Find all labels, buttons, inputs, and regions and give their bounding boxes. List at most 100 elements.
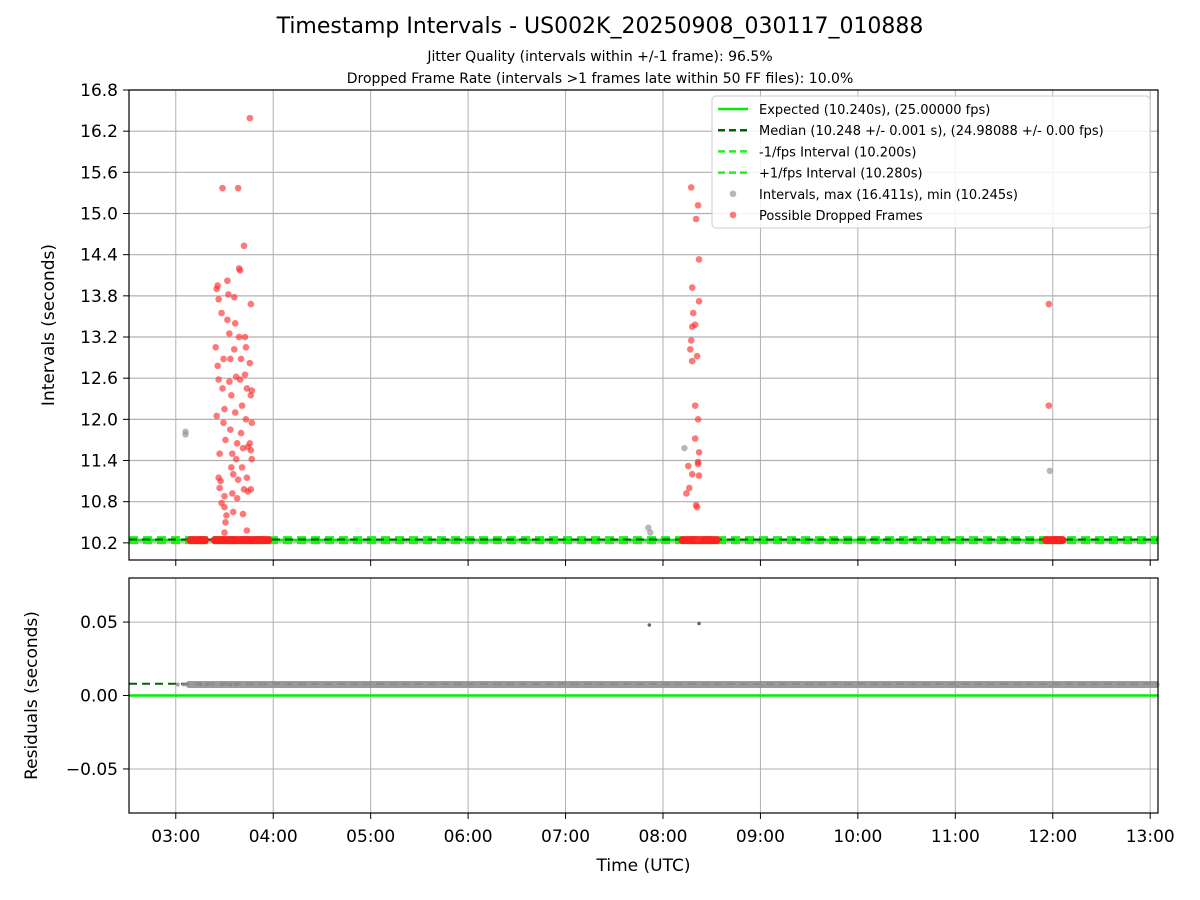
- residual-point: [915, 681, 922, 688]
- residual-point: [666, 681, 673, 688]
- dropped-frame-point: [223, 512, 230, 519]
- residual-point: [895, 681, 902, 688]
- residual-point: [1061, 681, 1068, 688]
- residual-point: [540, 681, 547, 688]
- dropped-frame-point: [222, 436, 229, 444]
- residual-point: [340, 681, 347, 688]
- dropped-frame-point: [226, 378, 233, 385]
- dropped-frame-point: [221, 405, 228, 413]
- residual-point: [657, 681, 664, 688]
- legend: Expected (10.240s), (25.00000 fps) Median…: [711, 95, 1151, 229]
- residual-point: [793, 681, 800, 688]
- residual-point: [788, 681, 795, 688]
- dropped-frame-point: [219, 184, 226, 192]
- dropped-frame-point: [689, 309, 697, 317]
- x-tick-label: 08:00: [638, 827, 687, 847]
- residual-point: [1017, 681, 1024, 688]
- residual-point: [374, 681, 381, 688]
- dropped-frame-point: [1045, 402, 1053, 409]
- dropped-frame-point: [216, 450, 223, 457]
- residual-point: [973, 681, 980, 688]
- residual-point: [812, 681, 819, 688]
- dropped-frame-point: [228, 464, 235, 471]
- bottom-panel-points: [175, 621, 1161, 688]
- dropped-frame-point: [226, 330, 233, 337]
- residual-point: [681, 681, 688, 688]
- residual-point: [530, 681, 537, 688]
- top-y-tick-label: 16.8: [80, 81, 118, 101]
- residual-point: [262, 681, 269, 688]
- residual-point: [725, 681, 732, 688]
- dropped-frame-point: [233, 494, 241, 502]
- residual-point: [320, 681, 327, 688]
- residual-point: [213, 681, 220, 688]
- residual-point: [185, 682, 190, 687]
- residual-point: [954, 681, 961, 688]
- interval-point: [681, 444, 688, 452]
- residual-point: [496, 681, 503, 688]
- residual-point: [1134, 681, 1141, 688]
- residual-point: [569, 681, 576, 688]
- dropped-frame-point: [687, 337, 695, 344]
- dropped-frame-point: [695, 256, 703, 263]
- residual-point: [642, 681, 649, 688]
- residual-point: [223, 681, 230, 688]
- residual-point: [964, 681, 971, 688]
- residual-point: [354, 681, 361, 688]
- residual-point: [471, 681, 478, 688]
- dropped-frame-point: [248, 419, 256, 427]
- residual-point: [920, 681, 927, 688]
- interval-point: [645, 524, 652, 531]
- dropped-frame-point: [688, 357, 696, 365]
- dropped-frame-point: [239, 510, 247, 518]
- residual-point: [204, 682, 209, 687]
- residual-point: [856, 681, 863, 688]
- residual-point: [593, 681, 600, 688]
- residual-point: [1066, 681, 1073, 688]
- x-tick-label: 07:00: [541, 827, 590, 847]
- dropped-frame-point: [695, 448, 703, 456]
- top-y-tick-label: 11.4: [80, 452, 118, 472]
- dropped-frame-point: [691, 321, 699, 328]
- dropped-frame-point: [685, 462, 692, 470]
- dropped-frame-point: [227, 426, 234, 433]
- dropped-frame-point: [242, 343, 250, 351]
- top-y-tick-label: 15.0: [80, 205, 118, 225]
- residual-point: [998, 681, 1005, 688]
- residual-point: [520, 681, 527, 688]
- dropped-frame-point: [225, 291, 232, 298]
- dropped-frame-point: [238, 402, 246, 409]
- residual-point: [364, 681, 371, 688]
- residual-point: [291, 681, 298, 688]
- dropped-frame-point: [220, 419, 227, 427]
- residual-point: [220, 682, 225, 687]
- residual-point: [549, 681, 556, 688]
- legend-swatch-dot: [729, 211, 737, 219]
- bottom-y-tick-label: 0.05: [80, 613, 118, 633]
- residual-point: [447, 681, 454, 688]
- dropped-frame-point: [237, 355, 245, 363]
- residual-point: [1071, 681, 1078, 688]
- residual-point: [881, 681, 888, 688]
- dropped-frame-point: [694, 416, 702, 423]
- dropped-frame-point: [221, 492, 228, 500]
- residual-point: [428, 681, 435, 688]
- dropped-frame-point: [688, 284, 696, 291]
- residual-point: [1046, 681, 1053, 688]
- residual-point: [234, 682, 239, 687]
- residual-point: [939, 681, 946, 688]
- residual-point: [238, 681, 245, 688]
- residual-point: [759, 681, 766, 688]
- residual-point: [661, 681, 668, 688]
- dropped-frame-point: [695, 472, 703, 479]
- residual-point: [432, 681, 439, 688]
- residual-point: [1007, 681, 1014, 688]
- legend-entry-label: Intervals, max (16.411s), min (10.245s): [759, 188, 1018, 203]
- x-tick-label: 11:00: [931, 827, 980, 847]
- residual-point: [194, 681, 201, 688]
- dropped-frame-point: [243, 474, 251, 481]
- dropped-frame-point: [230, 346, 238, 353]
- residual-point: [1037, 681, 1044, 688]
- dropped-frame-point: [222, 518, 229, 526]
- residual-point: [993, 681, 1000, 688]
